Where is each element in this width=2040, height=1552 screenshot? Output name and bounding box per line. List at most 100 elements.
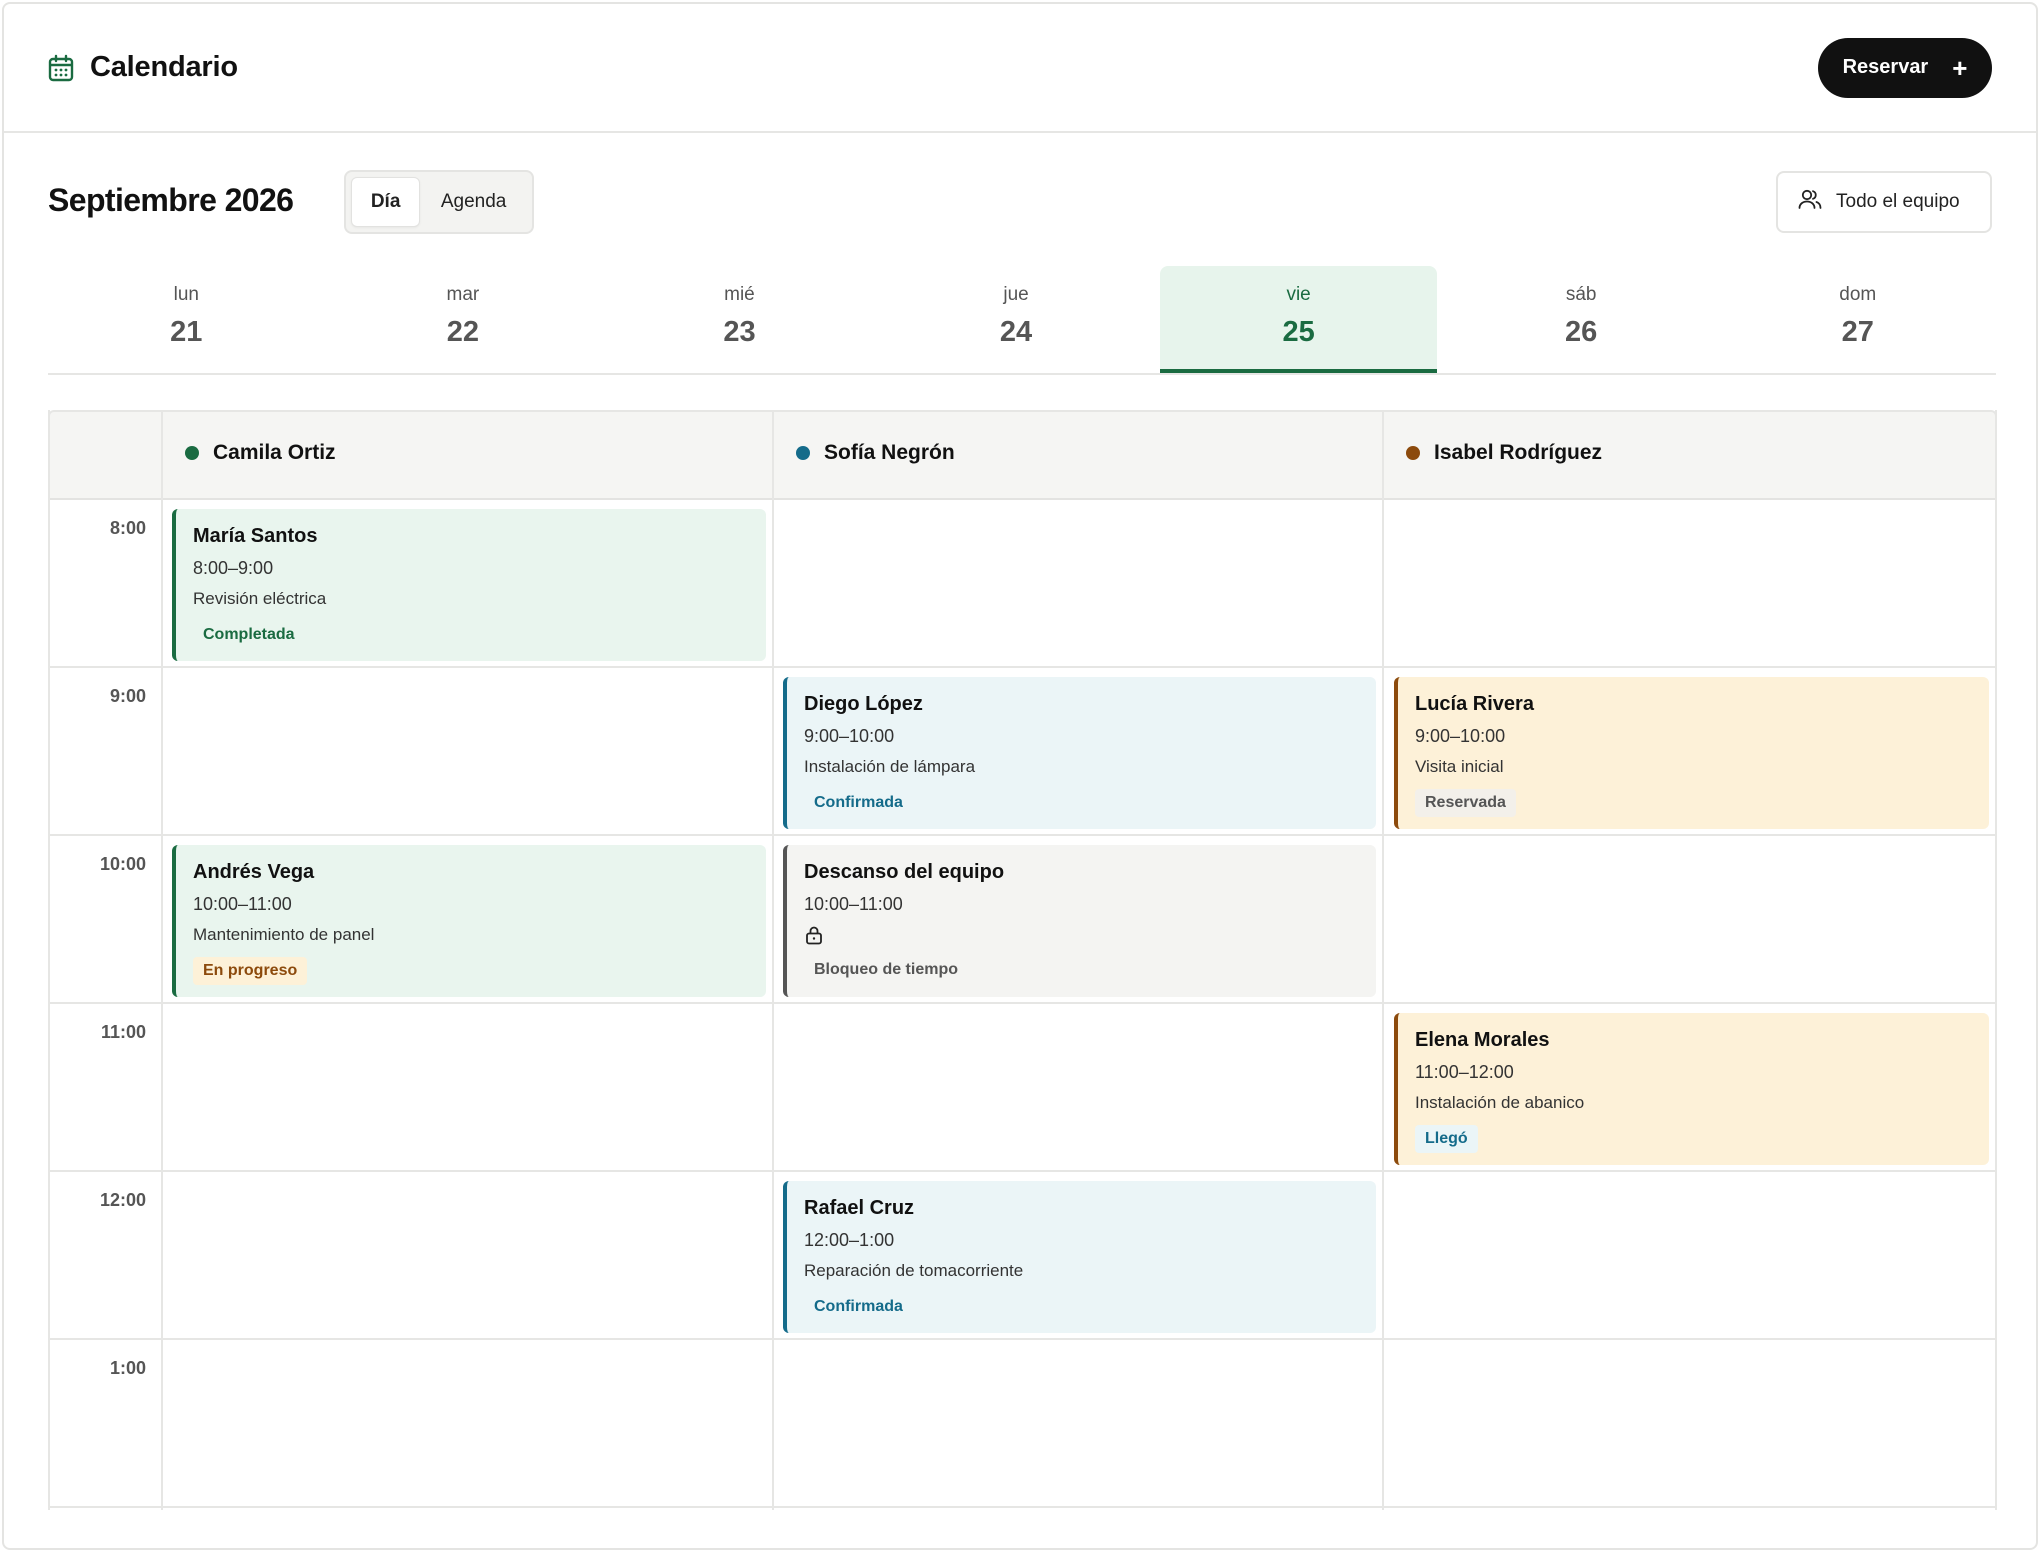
- grid-line: [772, 410, 774, 1510]
- client-name: Rafael Cruz: [804, 1197, 915, 1219]
- staff-name: Isabel Rodríguez: [1434, 441, 1603, 464]
- month-title: Septiembre 2026: [48, 182, 294, 218]
- appointment-time: 9:00–10:00: [1415, 726, 1506, 746]
- appointment-time: 12:00–1:00: [804, 1230, 895, 1250]
- day-number: 27: [1841, 316, 1874, 348]
- appointment-time: 9:00–10:00: [804, 726, 895, 746]
- status-badge: Confirmada: [814, 1298, 903, 1315]
- app-title: Calendario: [90, 51, 238, 83]
- reserve-button[interactable]: Reservar +: [1818, 37, 1992, 98]
- reserve-button-label: Reservar: [1842, 56, 1929, 78]
- appointment-card[interactable]: Andrés Vega 10:00–11:00 Mantenimiento de…: [172, 845, 766, 997]
- client-name: Elena Morales: [1415, 1029, 1550, 1051]
- status-badge: En progreso: [193, 957, 308, 985]
- client-name: Diego López: [804, 693, 923, 715]
- status-badge: Llegó: [1415, 1125, 1478, 1153]
- time-label: 9:00: [109, 686, 146, 706]
- day-name: dom: [1839, 284, 1877, 305]
- week-strip: lun 21 mar 22 mié 23 jue 24 vie 25 sáb 2…: [48, 266, 1996, 375]
- staff-header-row: [48, 410, 1997, 500]
- view-toggle: Día Agenda: [344, 170, 534, 234]
- time-label: 8:00: [109, 518, 146, 538]
- day-name: lun: [173, 284, 199, 305]
- view-agenda-tab[interactable]: Agenda: [440, 191, 507, 212]
- service-name: Instalación de lámpara: [804, 757, 976, 776]
- staff-name: Sofía Negrón: [824, 441, 955, 464]
- grid-line: [48, 666, 1997, 668]
- block-time: 10:00–11:00: [804, 894, 903, 914]
- grid-line: [161, 410, 163, 1510]
- day-name: sáb: [1565, 284, 1597, 305]
- service-name: Instalación de abanico: [1415, 1093, 1585, 1112]
- day-sat[interactable]: sáb 26: [1443, 266, 1720, 373]
- staff-column-camila: Camila Ortiz: [163, 410, 772, 496]
- status-badge: Bloqueo de tiempo: [814, 961, 958, 978]
- day-name: mar: [446, 284, 480, 305]
- day-name: jue: [1003, 284, 1029, 305]
- client-name: María Santos: [193, 525, 318, 547]
- appointment-time: 8:00–9:00: [193, 558, 274, 578]
- grid-line: [48, 1338, 1997, 1340]
- service-name: Visita inicial: [1415, 757, 1504, 776]
- day-number: 21: [170, 316, 203, 348]
- appointment-card[interactable]: Diego López 9:00–10:00 Instalación de lá…: [783, 677, 1376, 829]
- staff-color-dot: [1406, 446, 1420, 460]
- staff-name: Camila Ortiz: [213, 441, 336, 464]
- day-number: 25: [1282, 316, 1315, 348]
- team-filter-label: Todo el equipo: [1836, 191, 1960, 212]
- grid-line: [48, 834, 1997, 836]
- grid-line: [48, 410, 50, 1510]
- plus-icon: +: [1952, 52, 1968, 83]
- staff-column-sofia: Sofía Negrón: [774, 410, 1382, 496]
- team-filter-button[interactable]: Todo el equipo: [1776, 171, 1992, 233]
- staff-color-dot: [185, 446, 199, 460]
- lock-icon: [804, 925, 1376, 950]
- day-number: 24: [999, 316, 1033, 348]
- appointment-card[interactable]: Rafael Cruz 12:00–1:00 Reparación de tom…: [783, 1181, 1376, 1333]
- service-name: Mantenimiento de panel: [193, 925, 375, 944]
- staff-column-isabel: Isabel Rodríguez: [1384, 410, 1995, 496]
- day-sun[interactable]: dom 27: [1719, 266, 1996, 373]
- appointment-card[interactable]: Lucía Rivera 9:00–10:00 Visita inicial R…: [1394, 677, 1989, 829]
- staff-color-dot: [796, 446, 810, 460]
- block-title: Descanso del equipo: [804, 861, 1005, 883]
- day-fri-selected[interactable]: vie 25: [1160, 266, 1437, 373]
- time-block-card[interactable]: Descanso del equipo 10:00–11:00 Bloqueo …: [783, 845, 1376, 997]
- users-icon: [1798, 188, 1822, 216]
- status-badge: Confirmada: [814, 794, 903, 811]
- appointment-time: 11:00–12:00: [1415, 1062, 1514, 1082]
- service-name: Reparación de tomacorriente: [804, 1261, 1024, 1280]
- day-number: 22: [446, 316, 479, 348]
- grid-line: [48, 1002, 1997, 1004]
- service-name: Revisión eléctrica: [193, 589, 327, 608]
- appointment-card[interactable]: María Santos 8:00–9:00 Revisión eléctric…: [172, 509, 766, 661]
- time-label: 10:00: [99, 854, 146, 874]
- day-thu[interactable]: jue 24: [878, 266, 1155, 373]
- time-label: 12:00: [99, 1190, 146, 1210]
- schedule-grid: Camila Ortiz Sofía Negrón Isabel Rodrígu…: [48, 410, 1997, 1510]
- day-name: mié: [724, 284, 755, 305]
- day-name: vie: [1286, 284, 1311, 305]
- day-tue[interactable]: mar 22: [325, 266, 602, 373]
- view-day-tab[interactable]: Día: [351, 177, 421, 227]
- grid-line: [48, 1506, 1997, 1508]
- day-number: 26: [1565, 316, 1598, 348]
- status-badge: Reservada: [1415, 789, 1516, 817]
- top-bar: Calendario Reservar +: [4, 4, 2036, 133]
- grid-line: [1995, 410, 1997, 1510]
- client-name: Andrés Vega: [193, 861, 315, 883]
- time-label: 1:00: [109, 1358, 146, 1378]
- brand: Calendario: [48, 51, 238, 84]
- grid-line: [1382, 410, 1384, 1510]
- day-wed[interactable]: mié 23: [601, 266, 878, 373]
- appointment-time: 10:00–11:00: [193, 894, 292, 914]
- day-mon[interactable]: lun 21: [48, 266, 325, 373]
- status-badge: Completada: [193, 621, 305, 649]
- appointment-card[interactable]: Elena Morales 11:00–12:00 Instalación de…: [1394, 1013, 1989, 1165]
- calendar-icon: [48, 54, 74, 82]
- time-label: 11:00: [100, 1022, 146, 1042]
- grid-line: [48, 1170, 1997, 1172]
- client-name: Lucía Rivera: [1415, 693, 1534, 715]
- day-number: 23: [723, 316, 756, 348]
